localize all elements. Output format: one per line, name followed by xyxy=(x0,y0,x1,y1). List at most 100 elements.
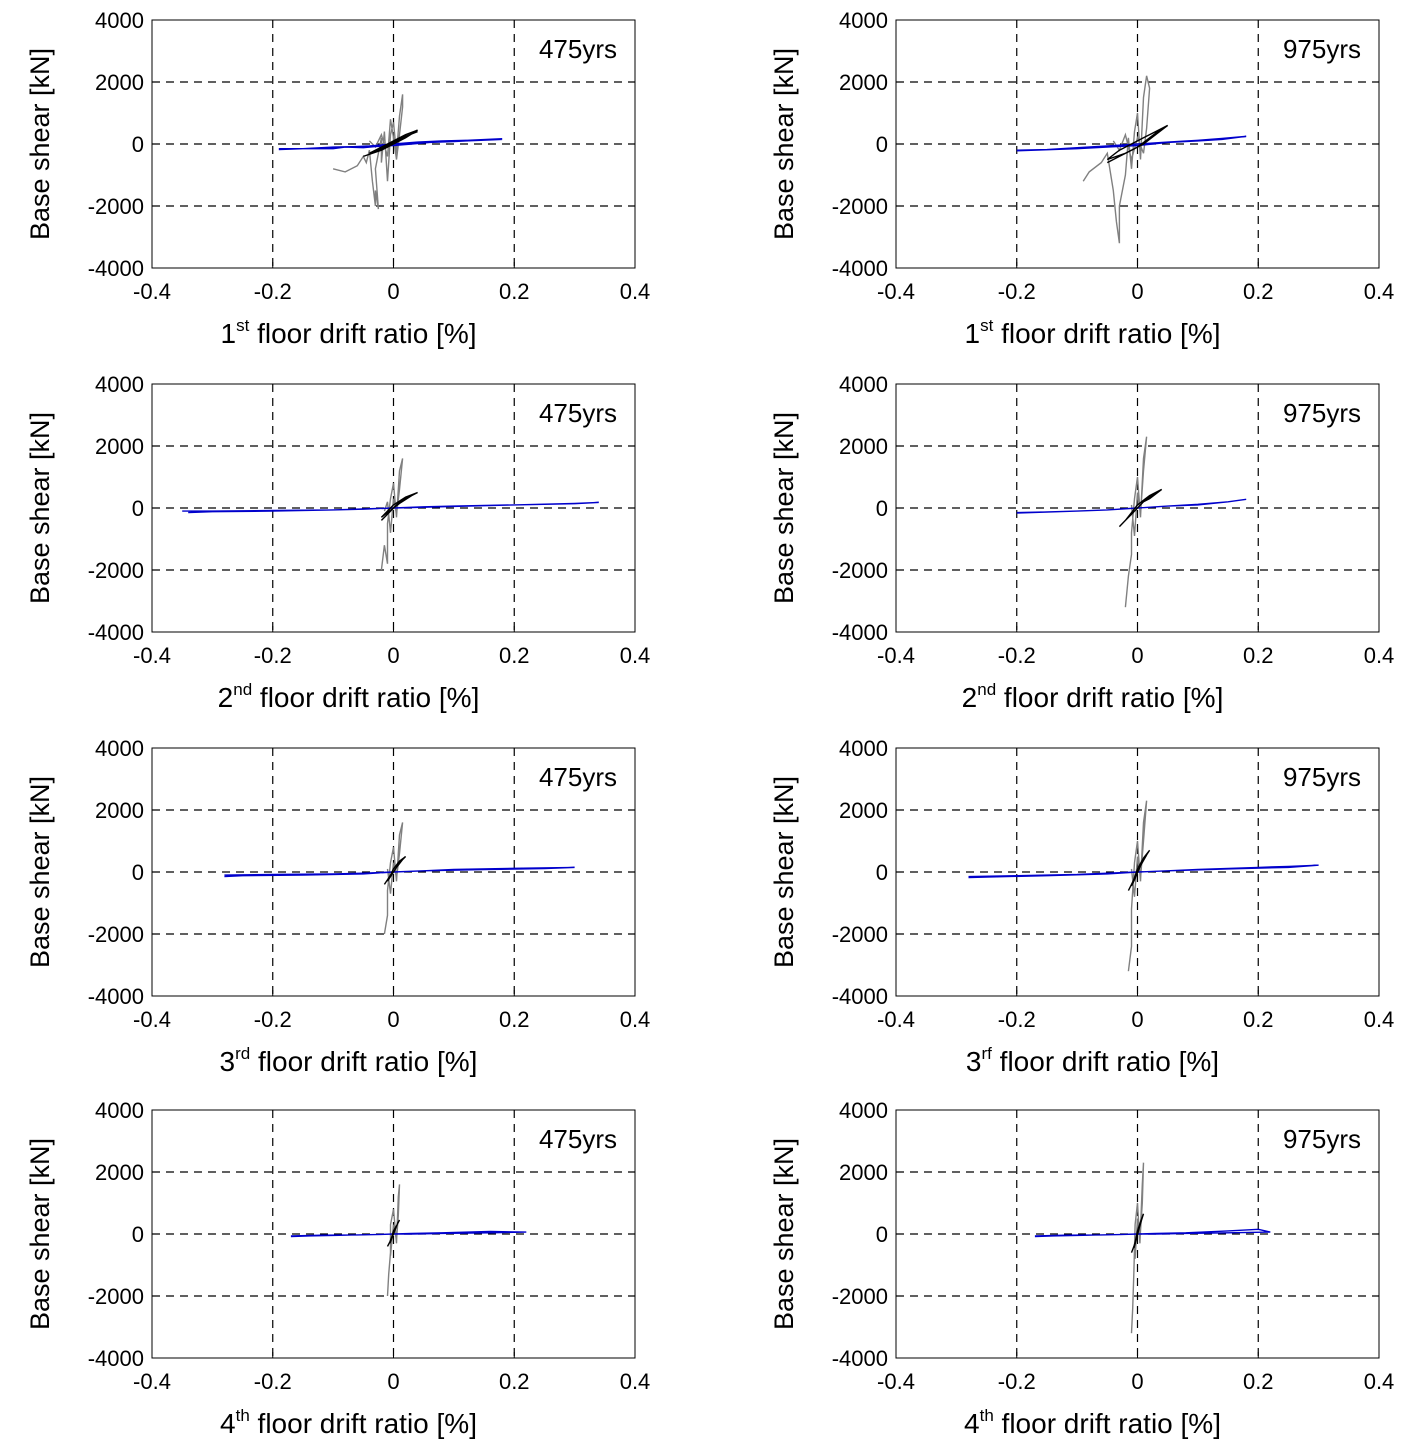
series-black xyxy=(1118,488,1163,528)
return-period-label: 475yrs xyxy=(539,34,617,64)
x-tick-label: -0.4 xyxy=(877,643,915,668)
y-axis-label: Base shear [kN] xyxy=(25,412,55,604)
y-tick-label: -4000 xyxy=(832,984,888,1009)
y-tick-label: 4000 xyxy=(95,736,144,761)
return-period-label: 975yrs xyxy=(1283,34,1361,64)
series-gray xyxy=(1124,436,1148,608)
x-label-superscript: st xyxy=(236,316,250,335)
x-axis-label: 2nd floor drift ratio [%] xyxy=(218,680,480,713)
y-axis-label: Base shear [kN] xyxy=(25,48,55,240)
chart-panel-5: -0.4 -0.2 0 0.2 0.4 -4000 -2000 0 2000 4000 475yrs… xyxy=(25,736,650,1077)
x-tick-label: 0 xyxy=(1131,1007,1143,1032)
y-tick-label: 2000 xyxy=(95,798,144,823)
x-tick-label: -0.2 xyxy=(998,1369,1036,1394)
x-tick-label: -0.4 xyxy=(133,1007,171,1032)
y-axis-label: Base shear [kN] xyxy=(769,48,799,240)
chart-panel-7: -0.4 -0.2 0 0.2 0.4 -4000 -2000 0 2000 4000 475yrs… xyxy=(25,1098,650,1439)
y-tick-label: 2000 xyxy=(839,1160,888,1185)
x-tick-label: 0 xyxy=(1131,643,1143,668)
y-tick-label: -2000 xyxy=(88,194,144,219)
x-tick-label: 0.2 xyxy=(499,279,530,304)
series-blue xyxy=(1016,498,1247,514)
x-label-text: floor drift ratio [%] xyxy=(992,1046,1219,1077)
x-label-superscript: th xyxy=(980,1406,994,1425)
y-tick-label: 0 xyxy=(132,860,144,885)
chart-panel-8: -0.4 -0.2 0 0.2 0.4 -4000 -2000 0 2000 4000 975yrs… xyxy=(769,1098,1394,1439)
x-tick-label: -0.4 xyxy=(877,1369,915,1394)
y-tick-label: 0 xyxy=(132,496,144,521)
x-label-number: 1 xyxy=(965,318,981,349)
x-label-text: floor drift ratio [%] xyxy=(249,318,476,349)
series-black xyxy=(380,491,418,521)
x-tick-label: 0.4 xyxy=(1364,1007,1395,1032)
return-period-label: 975yrs xyxy=(1283,762,1361,792)
series-gray xyxy=(1130,1162,1145,1334)
x-tick-label: -0.2 xyxy=(254,643,292,668)
x-label-number: 2 xyxy=(962,682,978,713)
x-tick-label: 0.4 xyxy=(620,1369,651,1394)
return-period-label: 475yrs xyxy=(539,762,617,792)
series-black xyxy=(363,129,418,158)
x-tick-label: -0.2 xyxy=(998,643,1036,668)
y-tick-label: 4000 xyxy=(95,8,144,33)
x-axis-label: 1st floor drift ratio [%] xyxy=(221,316,477,349)
y-tick-label: 0 xyxy=(876,496,888,521)
return-period-label: 975yrs xyxy=(1283,398,1361,428)
x-tick-label: -0.4 xyxy=(877,1007,915,1032)
return-period-label: 975yrs xyxy=(1283,1124,1361,1154)
x-tick-label: 0 xyxy=(387,1007,399,1032)
x-label-number: 3 xyxy=(220,1046,236,1077)
x-label-text: floor drift ratio [%] xyxy=(252,682,479,713)
y-tick-label: -2000 xyxy=(832,922,888,947)
x-tick-label: 0 xyxy=(387,643,399,668)
y-axis-label: Base shear [kN] xyxy=(769,412,799,604)
x-axis-label: 4th floor drift ratio [%] xyxy=(220,1406,477,1439)
x-axis-label: 3rd floor drift ratio [%] xyxy=(220,1044,478,1077)
y-tick-label: 2000 xyxy=(839,70,888,95)
x-label-text: floor drift ratio [%] xyxy=(996,682,1223,713)
y-axis-label: Base shear [kN] xyxy=(769,776,799,968)
x-label-superscript: st xyxy=(980,316,994,335)
y-tick-label: -4000 xyxy=(832,256,888,281)
series-blue xyxy=(968,864,1319,879)
y-tick-label: 4000 xyxy=(95,372,144,397)
y-tick-label: 0 xyxy=(876,1222,888,1247)
series-gray xyxy=(383,822,404,935)
y-axis-label: Base shear [kN] xyxy=(769,1138,799,1330)
y-tick-label: -2000 xyxy=(88,558,144,583)
x-label-text: floor drift ratio [%] xyxy=(994,1408,1221,1439)
series-blue xyxy=(224,866,575,878)
x-tick-label: -0.2 xyxy=(254,1369,292,1394)
series-blue xyxy=(278,138,503,151)
y-tick-label: -4000 xyxy=(832,620,888,645)
series-blue xyxy=(1034,1228,1271,1238)
x-tick-label: 0 xyxy=(1131,1369,1143,1394)
y-tick-label: -2000 xyxy=(832,1284,888,1309)
series-black xyxy=(386,1219,401,1247)
y-tick-label: -2000 xyxy=(88,1284,144,1309)
x-label-number: 1 xyxy=(221,318,237,349)
series-gray xyxy=(386,1184,401,1297)
chart-panel-6: -0.4 -0.2 0 0.2 0.4 -4000 -2000 0 2000 4000 975yrs… xyxy=(769,736,1394,1077)
x-tick-label: 0.4 xyxy=(1364,643,1395,668)
y-tick-label: 4000 xyxy=(95,1098,144,1123)
series-blue xyxy=(182,501,599,514)
y-tick-label: -2000 xyxy=(88,922,144,947)
x-axis-label: 2nd floor drift ratio [%] xyxy=(962,680,1224,713)
x-tick-label: 0.4 xyxy=(620,643,651,668)
series-blue xyxy=(1016,135,1247,152)
x-tick-label: -0.4 xyxy=(133,1369,171,1394)
y-tick-label: 4000 xyxy=(839,736,888,761)
y-tick-label: 2000 xyxy=(95,70,144,95)
x-tick-label: 0 xyxy=(387,1369,399,1394)
chart-panel-4: -0.4 -0.2 0 0.2 0.4 -4000 -2000 0 2000 4000 975yrs… xyxy=(769,372,1394,713)
y-tick-label: 2000 xyxy=(95,434,144,459)
x-label-superscript: nd xyxy=(977,680,996,699)
x-tick-label: 0.4 xyxy=(1364,1369,1395,1394)
x-tick-label: 0.2 xyxy=(1243,1369,1274,1394)
x-label-number: 4 xyxy=(964,1408,980,1439)
x-label-superscript: th xyxy=(236,1406,250,1425)
x-tick-label: -0.2 xyxy=(998,279,1036,304)
y-axis-label: Base shear [kN] xyxy=(25,776,55,968)
y-tick-label: 0 xyxy=(876,132,888,157)
